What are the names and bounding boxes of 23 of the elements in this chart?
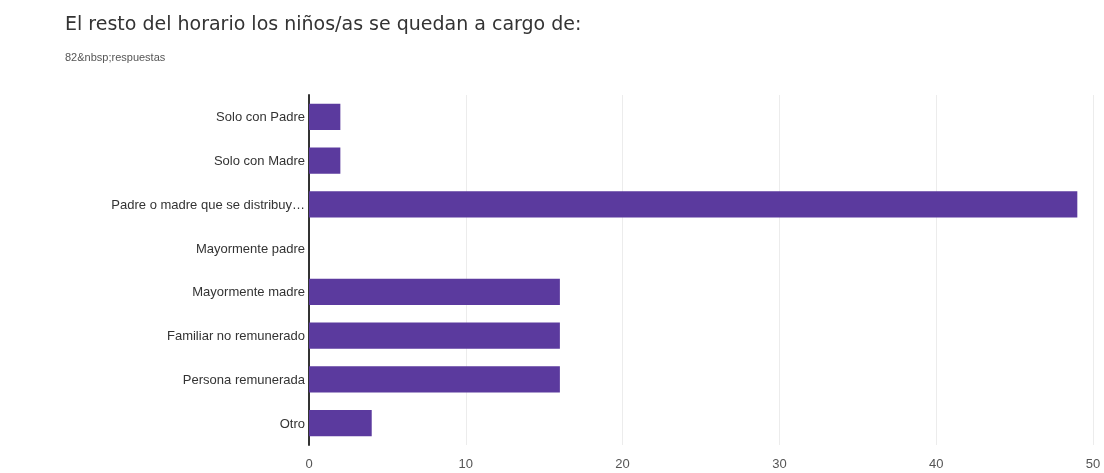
x-tick-label: 20: [615, 456, 630, 471]
chart-title: El resto del horario los niños/as se quedan a cargo de:: [65, 11, 582, 34]
bar: [309, 322, 560, 349]
bar: [309, 410, 372, 437]
text: 82&nbsp;respuestas: [65, 50, 166, 63]
y-tick-label: Solo con Madre: [213, 153, 305, 169]
x-tick-label: 30: [772, 456, 787, 471]
y-tick-label: Persona remunerada: [182, 371, 306, 387]
x-tick-label: 10: [458, 456, 474, 471]
y-tick-label: Familiar no remunerado: [166, 328, 305, 344]
bar: [309, 278, 560, 305]
x-tick-label: 0: [305, 456, 313, 471]
bar: [309, 366, 560, 393]
y-tick-label: Otro: [279, 415, 305, 431]
bar: [309, 103, 341, 130]
bar: [309, 147, 341, 174]
x-tick-label: 40: [928, 456, 944, 471]
y-tick-label: Mayormente madre: [192, 284, 305, 300]
y-tick-label: Mayormente padre: [195, 240, 305, 256]
bar: [309, 191, 1078, 218]
x-tick-label: 50: [1085, 456, 1101, 471]
y-tick-label: Padre o madre que se distribuy…: [111, 196, 305, 212]
y-tick-label: Solo con Padre: [216, 109, 305, 125]
